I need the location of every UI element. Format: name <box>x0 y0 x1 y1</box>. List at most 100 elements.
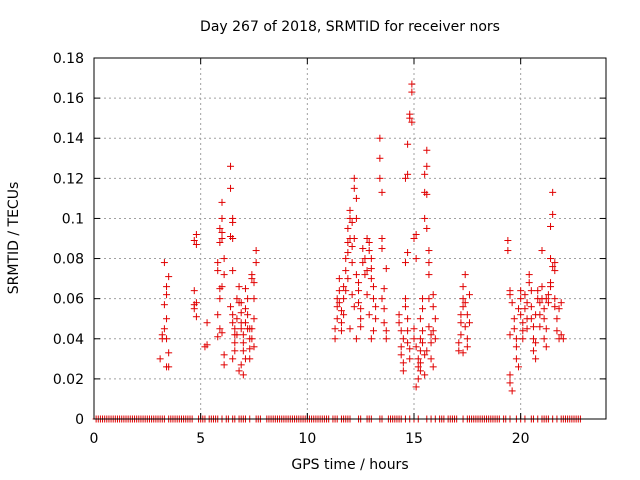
data-point <box>163 315 171 323</box>
y-tick-label: 0.02 <box>53 372 84 388</box>
data-point <box>510 315 518 323</box>
data-point <box>429 303 437 311</box>
data-point <box>227 162 235 170</box>
data-point <box>463 311 471 319</box>
data-point <box>372 315 380 323</box>
data-point <box>517 311 525 319</box>
y-tick-label: 0.04 <box>53 332 84 348</box>
data-point <box>165 349 173 357</box>
data-point <box>463 343 471 351</box>
x-tick-labels: 0 5 10 15 20 <box>90 431 530 447</box>
data-point <box>214 259 222 267</box>
y-tick-label: 0.18 <box>53 51 84 67</box>
data-point <box>348 291 356 299</box>
data-point <box>423 224 431 232</box>
data-point <box>231 339 239 347</box>
data-point <box>529 323 537 331</box>
data-point <box>529 347 537 355</box>
data-point <box>527 315 535 323</box>
data-point <box>414 375 422 383</box>
data-point <box>355 287 363 295</box>
data-point <box>519 327 527 335</box>
data-point <box>216 224 224 232</box>
data-point <box>465 319 473 327</box>
data-point <box>337 319 345 327</box>
data-point <box>367 335 375 343</box>
data-point <box>337 307 345 315</box>
data-point <box>559 335 567 343</box>
data-point <box>553 327 561 335</box>
data-point <box>367 275 375 283</box>
y-axis-label: SRMTID / TECUs <box>6 182 22 295</box>
data-point <box>510 325 518 333</box>
data-point <box>160 325 168 333</box>
data-point <box>227 184 235 192</box>
data-point <box>348 218 356 226</box>
data-point <box>361 271 369 279</box>
data-point <box>551 303 559 311</box>
data-point <box>401 303 409 311</box>
data-point <box>340 295 348 303</box>
data-point <box>365 239 373 247</box>
y-tick-label: 0.08 <box>53 252 84 268</box>
data-point <box>250 295 258 303</box>
data-point <box>425 259 433 267</box>
data-point <box>355 299 363 307</box>
data-point <box>508 299 516 307</box>
data-point <box>540 335 548 343</box>
data-point <box>423 162 431 170</box>
data-point <box>408 80 416 88</box>
data-point <box>404 315 412 323</box>
data-point <box>512 355 520 363</box>
data-point <box>431 315 439 323</box>
data-point <box>237 325 245 333</box>
data-point <box>421 351 429 359</box>
y-tick-label: 0.14 <box>53 131 84 147</box>
data-point <box>521 291 529 299</box>
data-point <box>512 343 520 351</box>
data-point <box>419 339 427 347</box>
data-point <box>248 271 256 279</box>
data-point <box>504 247 512 255</box>
data-point <box>376 154 384 162</box>
data-point <box>455 347 463 355</box>
data-point <box>410 325 418 333</box>
data-point <box>525 279 533 287</box>
data-point <box>542 295 550 303</box>
data-point <box>252 259 260 267</box>
data-point <box>214 311 222 319</box>
y-tick-label: 0.12 <box>53 171 84 187</box>
data-point <box>421 371 429 379</box>
data-point <box>350 303 358 311</box>
data-point <box>515 363 523 371</box>
data-point <box>350 184 358 192</box>
data-points <box>92 80 584 423</box>
data-point <box>519 319 527 327</box>
data-point <box>404 140 412 148</box>
data-point <box>163 283 171 291</box>
data-point <box>348 243 356 251</box>
data-point <box>214 267 222 275</box>
data-point <box>397 351 405 359</box>
data-point <box>399 335 407 343</box>
data-point <box>395 319 403 327</box>
data-point <box>342 267 350 275</box>
x-tick-label: 15 <box>405 431 423 447</box>
data-point <box>412 230 420 238</box>
data-point <box>361 255 369 263</box>
data-point <box>378 188 386 196</box>
data-point <box>540 315 548 323</box>
data-point <box>401 174 409 182</box>
data-point <box>357 305 365 313</box>
data-point <box>335 275 343 283</box>
data-point <box>416 367 424 375</box>
data-point <box>233 295 241 303</box>
data-point <box>544 299 552 307</box>
data-point <box>216 295 224 303</box>
data-point <box>547 283 555 291</box>
data-point <box>363 235 371 242</box>
data-point <box>459 283 467 291</box>
data-point <box>410 235 418 242</box>
data-point <box>382 335 390 343</box>
data-point <box>515 305 523 313</box>
